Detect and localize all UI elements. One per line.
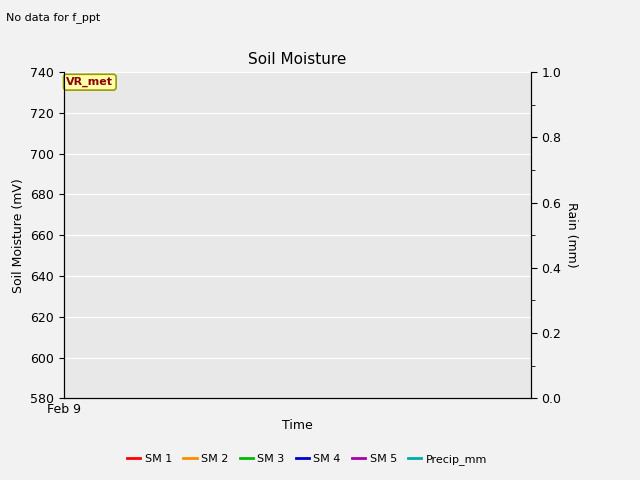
X-axis label: Time: Time [282, 419, 313, 432]
Y-axis label: Soil Moisture (mV): Soil Moisture (mV) [12, 178, 25, 293]
Text: VR_met: VR_met [67, 77, 113, 87]
Y-axis label: Rain (mm): Rain (mm) [565, 203, 579, 268]
Legend: SM 1, SM 2, SM 3, SM 4, SM 5, Precip_mm: SM 1, SM 2, SM 3, SM 4, SM 5, Precip_mm [123, 450, 492, 469]
Title: Soil Moisture: Soil Moisture [248, 52, 347, 67]
Text: No data for f_ppt: No data for f_ppt [6, 12, 100, 23]
